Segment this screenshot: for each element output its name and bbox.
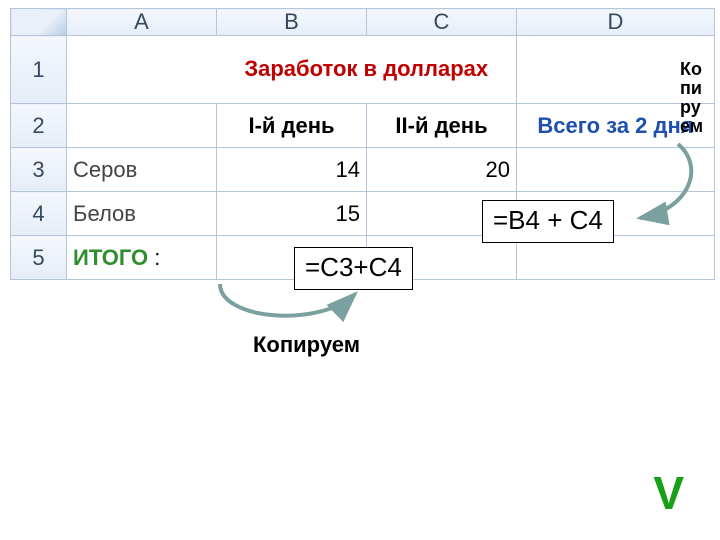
row-header-2[interactable]: 2 bbox=[11, 104, 67, 148]
row-header-1[interactable]: 1 bbox=[11, 36, 67, 104]
cell-c2[interactable]: II-й день bbox=[367, 104, 517, 148]
row-header-3[interactable]: 3 bbox=[11, 148, 67, 192]
cell-b4[interactable]: 15 bbox=[217, 192, 367, 236]
select-all-corner[interactable] bbox=[11, 9, 67, 36]
cell-title[interactable]: Заработок в долларах bbox=[217, 36, 517, 104]
copy-label-bottom: Копируем bbox=[253, 332, 360, 358]
row-header-4[interactable]: 4 bbox=[11, 192, 67, 236]
itogo-colon: : bbox=[154, 245, 160, 270]
copy-label-right: Копируем bbox=[680, 60, 710, 136]
col-header-c[interactable]: C bbox=[367, 9, 517, 36]
cell-c3[interactable]: 20 bbox=[367, 148, 517, 192]
cell-a5[interactable]: ИТОГО : bbox=[67, 236, 217, 280]
cell-b3[interactable]: 14 bbox=[217, 148, 367, 192]
cell-a4[interactable]: Белов bbox=[67, 192, 217, 236]
cell-a2[interactable] bbox=[67, 104, 217, 148]
cell-a3[interactable]: Серов bbox=[67, 148, 217, 192]
cell-b2[interactable]: I-й день bbox=[217, 104, 367, 148]
col-header-b[interactable]: B bbox=[217, 9, 367, 36]
formula-overlay-d4: =B4 + C4 bbox=[482, 200, 614, 243]
col-header-d[interactable]: D bbox=[517, 9, 715, 36]
row-header-5[interactable]: 5 bbox=[11, 236, 67, 280]
copy-arrow-bottom bbox=[200, 280, 370, 340]
cell-a1[interactable] bbox=[67, 36, 217, 104]
col-header-a[interactable]: A bbox=[67, 9, 217, 36]
itogo-label: ИТОГО bbox=[73, 245, 148, 270]
copy-arrow-right bbox=[628, 138, 708, 228]
green-v-mark: V bbox=[653, 466, 684, 520]
